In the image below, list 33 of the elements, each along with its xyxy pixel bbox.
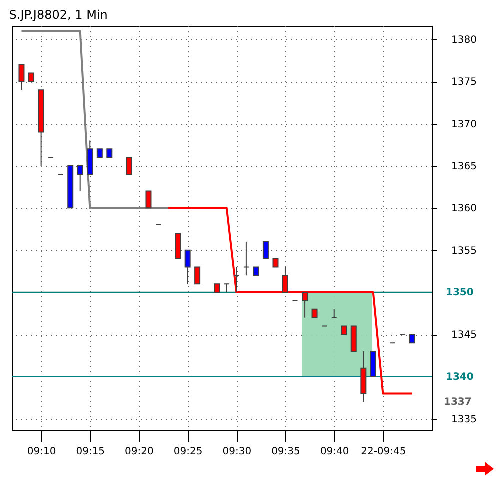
- x-tick-label: 09:30: [222, 446, 252, 458]
- text: 1337: [444, 397, 472, 408]
- candlestick: [18, 64, 25, 91]
- x-tick-label: 09:25: [174, 446, 203, 458]
- y-tick-label: 1360: [452, 204, 477, 215]
- candlestick: [282, 266, 288, 294]
- ref-line-label: 1350: [446, 288, 474, 299]
- candlestick: [331, 308, 338, 318]
- x-tick-label: 09:15: [76, 446, 106, 458]
- candlestick: [234, 266, 240, 294]
- candlestick: [243, 241, 250, 276]
- x-tick-label: 22-09:45: [361, 446, 406, 458]
- x-tick-label: 09:40: [320, 446, 350, 458]
- candlestick: [184, 250, 191, 285]
- y-tick-label: 1365: [452, 162, 477, 173]
- x-tick-label: 09:35: [272, 446, 300, 458]
- candlestick: [224, 284, 230, 294]
- y-tick-label: 1355: [452, 246, 477, 257]
- x-tick-label: 09:10: [27, 446, 56, 458]
- candlestick: [126, 157, 132, 175]
- y-tick-label: 1375: [452, 77, 477, 88]
- x-tick-label: 09:20: [125, 446, 154, 458]
- candlestick: [146, 190, 152, 209]
- y-tick-label: 1380: [452, 34, 477, 46]
- y-tick-label: 1335: [452, 414, 477, 426]
- ref-line-label: 1340: [446, 372, 474, 383]
- candlestick: [194, 266, 201, 285]
- chart-title: S.JP.J8802, 1 Min: [9, 8, 108, 22]
- candlestick: [262, 241, 269, 260]
- candlestick: [302, 292, 308, 318]
- y-tick-label: 1370: [452, 119, 477, 130]
- y-tick-label: 1345: [452, 330, 477, 342]
- candlestick: [77, 166, 84, 192]
